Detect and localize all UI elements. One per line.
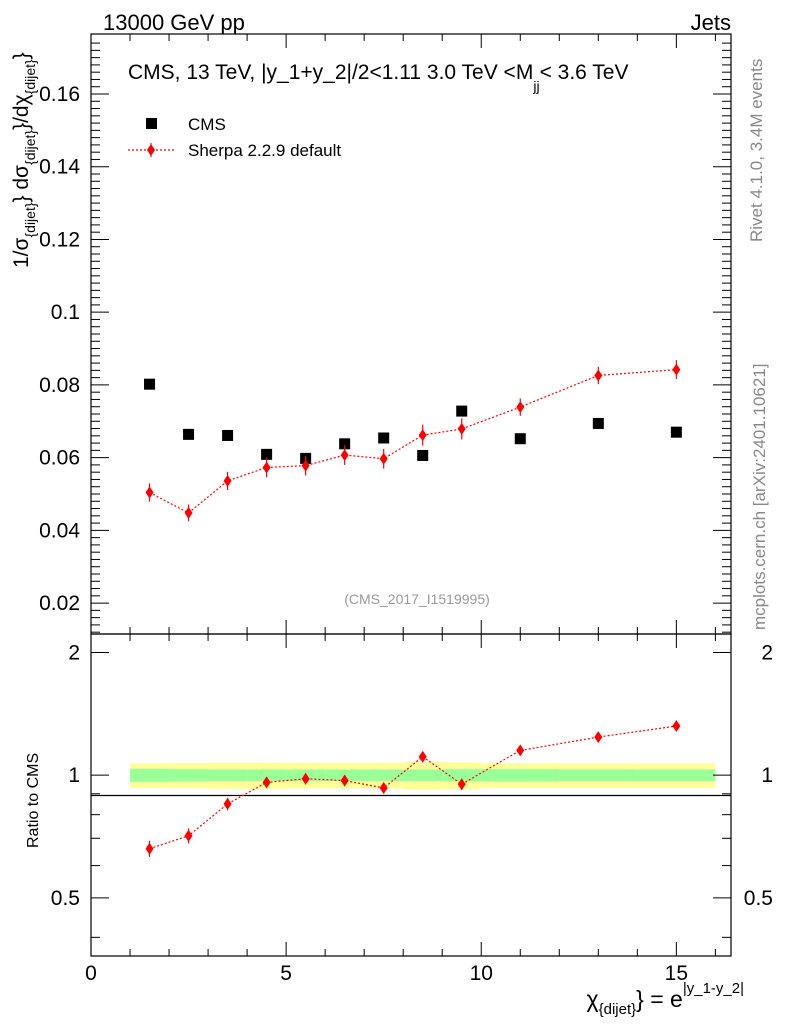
sherpa-data-point xyxy=(301,459,310,472)
cms-data-point xyxy=(222,429,234,441)
cms-data-point xyxy=(378,432,390,444)
rivet-version-label: Rivet 4.1.0, 3.4M events xyxy=(747,59,766,242)
sherpa-ratio-point xyxy=(340,774,349,787)
stat-uncertainty-band xyxy=(130,768,170,782)
sherpa-ratio-point xyxy=(457,778,466,791)
cms-data-point xyxy=(261,448,273,460)
cms-data-point xyxy=(183,428,195,440)
stat-uncertainty-band xyxy=(442,769,482,782)
legend-cms-label: CMS xyxy=(188,115,226,134)
main-panel: 0.02 0.04 0.06 0.08 0.1 0.12 0.14 0.16 CMS, 13 … xyxy=(10,33,732,635)
cms-data-point xyxy=(670,426,682,438)
stat-uncertainty-band xyxy=(364,769,404,782)
sherpa-ratio-point xyxy=(145,842,154,855)
sherpa-line xyxy=(149,369,677,514)
sherpa-ratio-point xyxy=(379,782,388,795)
stat-uncertainty-band xyxy=(481,769,560,782)
header-left: 13000 GeV pp xyxy=(103,10,245,35)
legend-cms-marker xyxy=(146,118,157,129)
cms-data-point xyxy=(144,378,156,390)
ratio-data-layer xyxy=(145,720,681,857)
ratio-axis-ticks: 0 5 10 15 0.5 0.5 1 1 2 2 xyxy=(51,634,773,985)
sherpa-ratio-point xyxy=(418,750,427,763)
y-tick-label: 0.04 xyxy=(39,519,80,542)
sherpa-ratio-point xyxy=(262,776,271,789)
sherpa-data-point xyxy=(340,449,349,462)
cms-data-point xyxy=(456,405,468,417)
ratio-tick-label-left: 0.5 xyxy=(51,887,80,910)
sherpa-data-point xyxy=(594,369,603,382)
x-tick-label: 15 xyxy=(665,962,688,985)
analysis-watermark: (CMS_2017_I1519995) xyxy=(344,591,490,607)
y-tick-label: 0.12 xyxy=(39,228,80,251)
legend-sherpa-label: Sherpa 2.2.9 default xyxy=(188,141,341,160)
sherpa-ratio-point xyxy=(223,797,232,810)
stat-uncertainty-band xyxy=(247,769,287,782)
sherpa-data-point xyxy=(418,429,427,442)
stat-uncertainty-band xyxy=(559,769,638,782)
sherpa-data-point xyxy=(672,363,681,376)
stat-uncertainty-band xyxy=(169,769,209,782)
legend: CMS Sherpa 2.2.9 default xyxy=(128,115,341,160)
legend-sherpa-marker xyxy=(147,144,155,156)
stat-uncertainty-band xyxy=(208,769,248,782)
sherpa-ratio-point xyxy=(594,731,603,744)
y-tick-label: 0.08 xyxy=(39,374,80,397)
y-tick-label: 0.16 xyxy=(39,83,80,106)
sherpa-data-point xyxy=(184,506,193,519)
ratio-tick-label-left: 1 xyxy=(68,764,80,787)
y-tick-label: 0.02 xyxy=(39,592,80,615)
cms-data-point xyxy=(514,433,526,445)
ratio-tick-label-right: 1 xyxy=(761,764,773,787)
sherpa-ratio-point xyxy=(184,829,193,842)
stat-uncertainty-band xyxy=(403,769,443,782)
ratio-uncertainty-bands xyxy=(130,761,716,790)
header-right: Jets xyxy=(691,10,731,35)
ratio-tick-label-left: 2 xyxy=(68,641,80,664)
main-y-axis-label: 1/σ{dijet}} dσ{dijet}}/dχ{dijet}} xyxy=(10,52,38,268)
y-tick-label: 0.06 xyxy=(39,447,80,470)
cms-data-point xyxy=(592,417,604,429)
plot-title: CMS, 13 TeV, |y_1+y_2|/2<1.11 3.0 TeV <M… xyxy=(128,61,629,94)
main-axis-ticks: 0.02 0.04 0.06 0.08 0.1 0.12 0.14 0.16 xyxy=(39,34,731,634)
x-tick-label: 5 xyxy=(280,962,292,985)
y-tick-label: 0.1 xyxy=(51,301,80,324)
main-frame xyxy=(90,33,732,635)
sherpa-data-point xyxy=(379,452,388,465)
ratio-tick-label-right: 0.5 xyxy=(744,887,773,910)
cms-data-point xyxy=(339,438,351,450)
sherpa-data-point xyxy=(223,474,232,487)
stat-uncertainty-band xyxy=(637,769,716,782)
ratio-panel: 0 5 10 15 0.5 0.5 1 1 2 2 Ratio to CMS xyxy=(25,633,773,985)
sherpa-data-point xyxy=(145,486,154,499)
ratio-y-axis-label: Ratio to CMS xyxy=(25,753,42,848)
x-tick-label: 0 xyxy=(85,962,97,985)
cms-data-point xyxy=(417,449,429,461)
sherpa-ratio-point xyxy=(672,720,681,733)
sherpa-data-point xyxy=(457,422,466,435)
x-axis-label: χ{dijet}} = e|y_1-y_2| xyxy=(587,980,744,1018)
ratio-tick-label-right: 2 xyxy=(761,641,773,664)
sherpa-data-point xyxy=(262,461,271,474)
ratio-frame xyxy=(90,633,732,957)
main-data-layer xyxy=(144,360,682,522)
sherpa-ratio-point xyxy=(301,772,310,785)
sherpa-ratio-point xyxy=(516,744,525,757)
sherpa-data-point xyxy=(516,401,525,414)
y-tick-label: 0.14 xyxy=(39,156,80,179)
sherpa-ratio-line xyxy=(149,725,677,850)
mcplots-label: mcplots.cern.ch [arXiv:2401.10621] xyxy=(750,364,769,630)
x-tick-label: 10 xyxy=(470,962,493,985)
